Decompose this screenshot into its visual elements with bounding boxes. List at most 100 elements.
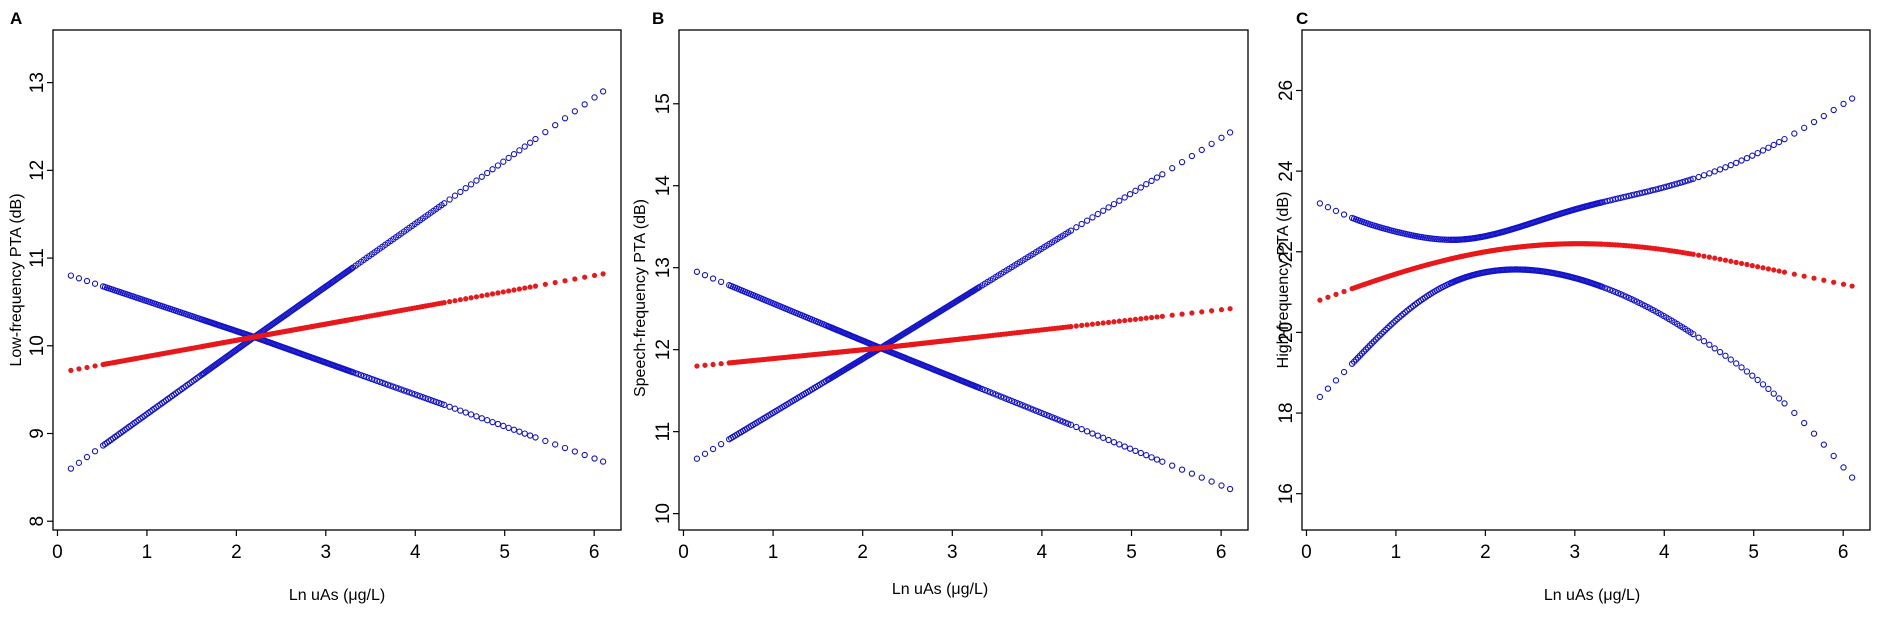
ci-point-c — [1743, 155, 1751, 162]
x-tick-label-a: 0 — [52, 542, 63, 563]
x-axis-c: 0 1 2 3 4 5 6 — [1301, 530, 1848, 563]
ci-point-b — [1116, 441, 1123, 448]
panel-label-b: B — [652, 9, 664, 28]
ci-point-b — [1178, 158, 1186, 166]
panel-label-c: C — [1296, 9, 1308, 28]
ci-point-a — [83, 277, 91, 285]
ci-point-b — [1126, 190, 1134, 198]
ci-point-a — [473, 177, 480, 184]
ci-point-a — [75, 459, 83, 466]
ci-point-c — [1706, 341, 1713, 348]
x-tick-label-c: 6 — [1838, 542, 1849, 563]
x-tick-label-a: 2 — [231, 542, 242, 563]
ci-point-b — [1132, 447, 1139, 454]
fit-point-b — [1159, 313, 1165, 319]
ci-point-c — [1690, 175, 1697, 182]
ci-point-a — [374, 377, 381, 385]
y-tick-label-a: 12 — [27, 160, 48, 181]
ci-point-c — [1801, 124, 1808, 132]
ci-point-c — [1668, 182, 1675, 189]
ci-point-b — [1208, 140, 1215, 147]
ci-point-b — [1078, 425, 1085, 433]
ci-point-b — [1159, 458, 1166, 465]
fit-point-b — [1068, 324, 1074, 330]
ci-point-a — [441, 401, 448, 409]
ci-point-b — [1083, 217, 1091, 224]
ci-point-c — [1700, 338, 1708, 345]
fit-point-a — [468, 295, 474, 301]
ci-point-a — [414, 392, 421, 399]
fit-point-b — [1073, 323, 1079, 329]
x-tick-label-a: 6 — [589, 542, 600, 563]
ci-point-b — [1198, 146, 1205, 154]
ci-point-c — [1840, 100, 1847, 108]
x-tick-label-a: 5 — [499, 542, 510, 563]
ci-point-c — [1765, 144, 1772, 151]
ci-point-c — [1840, 464, 1847, 471]
y-tick-label-b: 13 — [653, 257, 674, 278]
fit-point-a — [92, 363, 98, 369]
ci-point-a — [352, 370, 359, 377]
x-tick-label-b: 5 — [1126, 542, 1137, 563]
fit-point-a — [452, 298, 458, 304]
ci-point-a — [571, 108, 578, 115]
fit-point-b — [1095, 320, 1101, 327]
fit-point-a — [500, 289, 506, 295]
fit-point-a — [516, 286, 522, 292]
ci-point-c — [1316, 200, 1324, 207]
fit-point-b — [1148, 314, 1155, 321]
fit-point-c — [1811, 275, 1817, 281]
ci-point-b — [1188, 470, 1196, 477]
fit-point-b — [1154, 314, 1160, 320]
ci-point-c — [1368, 340, 1375, 347]
fit-point-b — [1218, 307, 1225, 313]
ci-point-b — [1218, 134, 1225, 141]
ci-point-b — [1198, 474, 1205, 481]
ci-point-a — [478, 173, 485, 180]
ci-point-c — [1706, 170, 1713, 177]
fit-point-b — [1209, 308, 1215, 314]
ci-point-a — [571, 448, 578, 455]
ci-point-c — [1733, 360, 1740, 367]
ci-point-a — [599, 88, 607, 95]
ci-point-b — [1094, 432, 1101, 439]
x-tick-label-c: 0 — [1301, 542, 1312, 563]
fit-point-c — [1840, 281, 1847, 287]
panel-label-a: A — [10, 9, 22, 28]
x-tick-label-b: 1 — [768, 542, 779, 563]
data-marks-a — [67, 88, 607, 472]
ci-point-c — [1727, 161, 1734, 169]
fit-point-a — [542, 281, 548, 287]
ci-point-a — [451, 192, 459, 199]
ci-point-b — [1226, 129, 1234, 136]
fit-point-a — [473, 294, 480, 300]
x-tick-label-b: 2 — [857, 542, 868, 563]
ci-point-b — [1067, 227, 1075, 234]
ci-point-a — [489, 166, 496, 173]
ci-point-c — [1437, 236, 1444, 243]
ci-point-b — [1169, 462, 1176, 469]
ci-point-c — [1801, 419, 1808, 427]
ci-point-a — [532, 135, 539, 143]
ci-point-c — [1700, 172, 1708, 179]
fit-point-a — [441, 300, 447, 306]
ci-point-a — [67, 272, 75, 279]
fit-point-b — [1143, 315, 1149, 321]
ci-point-b — [1148, 177, 1155, 185]
ci-point-c — [1722, 164, 1729, 171]
fit-point-b — [1127, 317, 1133, 323]
y-tick-label-b: 11 — [653, 422, 674, 442]
fit-point-c — [1712, 255, 1718, 261]
fit-point-a — [68, 367, 74, 373]
ci-point-b — [1110, 439, 1118, 446]
fit-point-c — [1690, 251, 1696, 257]
ci-point-a — [451, 405, 459, 412]
fit-point-a — [489, 291, 496, 297]
ci-point-a — [422, 394, 429, 402]
fit-point-c — [1738, 260, 1745, 267]
data-marks-b — [693, 129, 1234, 493]
ci-point-b — [701, 450, 709, 457]
ci-point-a — [591, 455, 598, 462]
ci-point-a — [526, 139, 534, 146]
